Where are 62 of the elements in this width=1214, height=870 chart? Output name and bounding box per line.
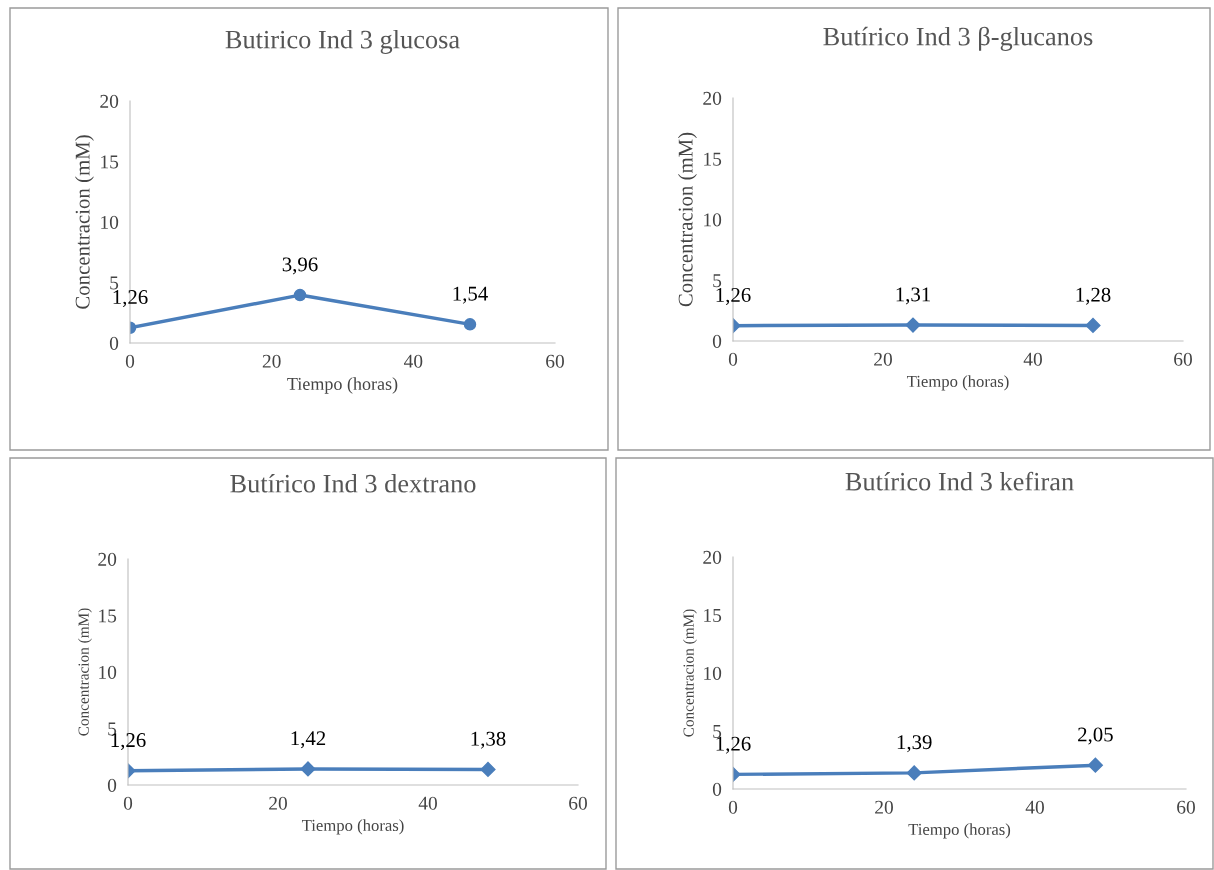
x-axis-title: Tiempo (horas) [301, 819, 404, 835]
data-label: 3,96 [282, 257, 318, 275]
x-axis-title: Tiempo (horas) [906, 375, 1009, 391]
data-label: 1,26 [113, 290, 148, 308]
data-label: 1,26 [716, 736, 751, 754]
x-tick-label: 0 [123, 796, 133, 810]
x-tick-label: 20 [875, 800, 893, 814]
x-tick-label: 40 [403, 354, 423, 368]
data-label: 1,54 [453, 286, 488, 304]
x-tick-label: 60 [546, 354, 564, 368]
x-tick-label: 40 [1023, 352, 1042, 366]
y-tick-label: 10 [99, 665, 117, 679]
y-tick-label: 20 [100, 94, 119, 108]
chart-title: Butirico Ind 3 glucosa [225, 29, 460, 54]
y-axis-title: Concentracion (mM) [683, 609, 697, 737]
chart-title: Butírico Ind 3 β-glucanos [823, 26, 1093, 51]
y-axis-title: Concentracion (mM) [75, 135, 94, 309]
x-tick-label: 0 [125, 354, 135, 368]
point [293, 288, 307, 302]
y-axis-title: Concentracion (mM) [78, 608, 92, 736]
data-label: 2,05 [1078, 727, 1113, 745]
x-tick-label: 40 [418, 796, 437, 810]
y-tick-label: 15 [704, 152, 722, 166]
chart-title: Butírico Ind 3 dextrano [230, 473, 476, 493]
data-label: 1,31 [896, 287, 930, 305]
y-tick-label: 20 [703, 550, 722, 564]
y-tick-label: 15 [101, 155, 119, 169]
y-axis-title: Concentracion (mM) [678, 132, 697, 307]
y-tick-label: 5 [713, 725, 722, 738]
y-tick-label: 0 [107, 778, 117, 792]
y-tick-label: 20 [703, 91, 722, 105]
x-tick-label: 60 [569, 796, 587, 810]
data-label: 1,39 [897, 735, 932, 753]
y-tick-label: 15 [99, 609, 117, 623]
data-label: 1,38 [471, 731, 506, 749]
point [463, 318, 477, 331]
y-tick-label: 15 [704, 608, 722, 622]
x-tick-label: 60 [1177, 800, 1195, 814]
data-label: 1,26 [716, 288, 751, 306]
x-tick-label: 60 [1174, 352, 1192, 366]
data-label: 1,28 [1076, 287, 1111, 305]
y-tick-label: 5 [713, 274, 722, 288]
y-tick-label: 10 [101, 215, 119, 229]
y-tick-label: 0 [712, 782, 722, 796]
y-tick-label: 5 [110, 276, 119, 290]
point [906, 765, 922, 781]
x-tick-label: 0 [728, 352, 738, 366]
y-tick-label: 20 [98, 552, 117, 566]
x-tick-label: 20 [874, 352, 892, 366]
y-tick-label: 0 [712, 334, 722, 348]
x-tick-label: 20 [269, 796, 287, 810]
x-axis-title: Tiempo (horas) [908, 823, 1011, 839]
y-tick-label: 10 [704, 666, 722, 680]
y-tick-label: 10 [704, 213, 722, 227]
x-axis-title: Tiempo (horas) [287, 377, 398, 394]
chart-title: Butírico Ind 3 kefiran [845, 471, 1074, 491]
y-tick-label: 0 [109, 336, 119, 350]
x-tick-label: 0 [728, 800, 738, 814]
point [1087, 757, 1103, 773]
data-label: 1,42 [291, 731, 326, 749]
x-tick-label: 20 [262, 354, 281, 368]
x-tick-label: 40 [1025, 800, 1044, 814]
